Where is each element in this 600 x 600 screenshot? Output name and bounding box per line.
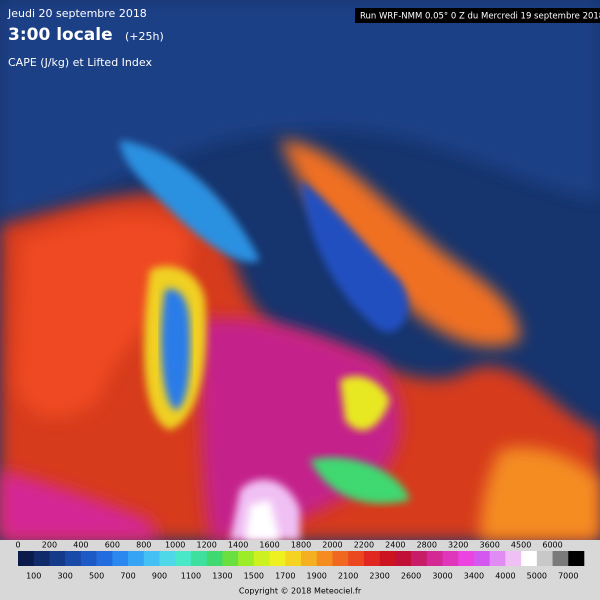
colorbar-cell: [175, 551, 192, 566]
colorbar-cell: [33, 551, 50, 566]
colorbar-label: 2400: [385, 541, 405, 550]
copyright: Copyright © 2018 Meteociel.fr: [239, 587, 362, 596]
colorbar-cell: [332, 551, 349, 566]
legend-panel: [0, 540, 600, 600]
colorbar-cell: [363, 551, 380, 566]
colorbar-label: 200: [42, 541, 57, 550]
colorbar-cell: [18, 551, 35, 566]
colorbar-label: 3400: [464, 572, 484, 581]
colorbar-label: 7000: [558, 572, 578, 581]
colorbar-label: 3000: [432, 572, 452, 581]
colorbar-label: 1500: [244, 572, 264, 581]
colorbar-label: 400: [73, 541, 88, 550]
colorbar-label: 1900: [307, 572, 327, 581]
colorbar-cell: [552, 551, 569, 566]
colorbar-cell: [269, 551, 286, 566]
colorbar-label: 2300: [369, 572, 389, 581]
colorbar-cell: [379, 551, 396, 566]
colorbar-cell: [159, 551, 176, 566]
colorbar-label: 800: [136, 541, 151, 550]
colorbar-cell: [49, 551, 66, 566]
colorbar-label: 2100: [338, 572, 358, 581]
colorbar-label: 1700: [275, 572, 295, 581]
colorbar-label: 3600: [479, 541, 499, 550]
colorbar-cell: [348, 551, 365, 566]
lead-time: (+25h): [125, 30, 164, 43]
colorbar-cell: [112, 551, 129, 566]
colorbar-label: 3200: [448, 541, 468, 550]
colorbar-cell: [505, 551, 522, 566]
colorbar-label: 1100: [181, 572, 201, 581]
colorbar-label: 0: [15, 541, 20, 550]
colorbar-cell: [473, 551, 490, 566]
run-info: Run WRF-NMM 0.05° 0 Z du Mercredi 19 sep…: [360, 12, 600, 22]
colorbar-cell: [458, 551, 475, 566]
colorbar-label: 300: [58, 572, 73, 581]
colorbar-label: 1400: [228, 541, 248, 550]
colorbar-label: 1000: [165, 541, 185, 550]
colorbar-cell: [206, 551, 223, 566]
colorbar: 0 200 400 600 800 1000 1200 1400 1600 1800 2000 220…: [15, 541, 585, 581]
colorbar-cell: [222, 551, 239, 566]
colorbar-cell: [521, 551, 538, 566]
colorbar-cell: [238, 551, 255, 566]
colorbar-label: 2200: [354, 541, 374, 550]
colorbar-label: 700: [120, 572, 135, 581]
date: Jeudi 20 septembre 2018: [7, 7, 147, 20]
colorbar-label: 1300: [212, 572, 232, 581]
colorbar-label: 4500: [511, 541, 531, 550]
colorbar-cell: [96, 551, 113, 566]
colorbar-label: 2000: [322, 541, 342, 550]
colorbar-label: 2800: [417, 541, 437, 550]
colorbar-cell: [489, 551, 506, 566]
product: CAPE (J/kg) et Lifted Index: [8, 56, 152, 69]
colorbar-cell: [285, 551, 302, 566]
colorbar-cell: [426, 551, 443, 566]
colorbar-label: 1800: [291, 541, 311, 550]
colorbar-label: 5000: [527, 572, 547, 581]
colorbar-cell: [536, 551, 553, 566]
colorbar-label: 4000: [495, 572, 515, 581]
colorbar-label: 500: [89, 572, 104, 581]
colorbar-label: 6000: [542, 541, 562, 550]
map-field: [0, 0, 600, 540]
colorbar-label: 1200: [196, 541, 216, 550]
colorbar-cell: [253, 551, 270, 566]
run-box: [355, 8, 600, 23]
colorbar-cell: [65, 551, 82, 566]
colorbar-cell: [316, 551, 333, 566]
colorbar-cell: [128, 551, 145, 566]
colorbar-label: 600: [105, 541, 120, 550]
colorbar-label: 100: [26, 572, 41, 581]
colorbar-cell: [80, 551, 97, 566]
colorbar-cell: [411, 551, 428, 566]
colorbar-cell: [395, 551, 412, 566]
colorbar-cell: [568, 551, 585, 566]
colorbar-cell: [190, 551, 207, 566]
colorbar-label: 2600: [401, 572, 421, 581]
colorbar-cell: [143, 551, 160, 566]
colorbar-label: 1600: [259, 541, 279, 550]
time: 3:00 locale: [8, 25, 113, 45]
colorbar-cell: [301, 551, 318, 566]
colorbar-cell: [442, 551, 459, 566]
colorbar-label: 900: [152, 572, 167, 581]
